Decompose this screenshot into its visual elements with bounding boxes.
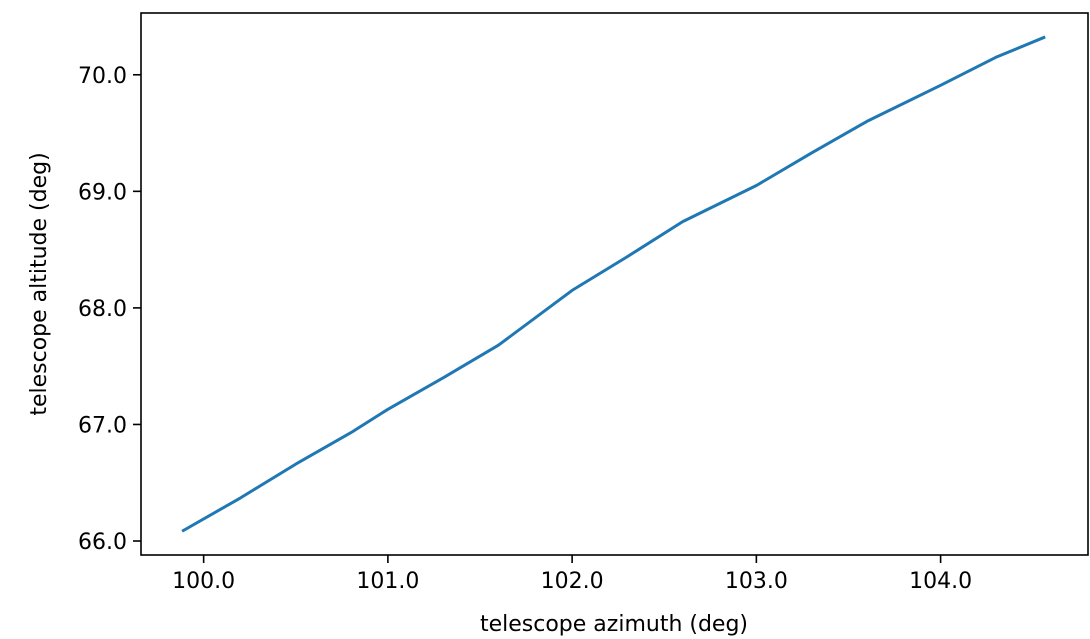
x-tick-label: 100.0 [172,569,235,594]
x-tick-label: 102.0 [541,569,604,594]
x-axis-label: telescope azimuth (deg) [480,612,748,637]
series-layer [181,35,1046,533]
y-axis-ticks: 66.0 67.0 68.0 69.0 70.0 [78,64,141,555]
y-tick-label: 68.0 [78,297,127,322]
plot-frame [140,12,1089,556]
x-tick-label: 101.0 [356,569,419,594]
y-tick-label: 69.0 [78,180,127,205]
x-axis-ticks: 100.0 101.0 102.0 103.0 104.0 [172,555,972,594]
y-axis-label: telescope altitude (deg) [27,152,52,415]
y-tick-label: 67.0 [78,413,127,438]
x-tick-label: 104.0 [909,569,972,594]
y-tick-label: 66.0 [78,530,127,555]
x-tick-label: 103.0 [725,569,788,594]
y-tick-label: 70.0 [78,64,127,89]
series-line [181,35,1046,533]
